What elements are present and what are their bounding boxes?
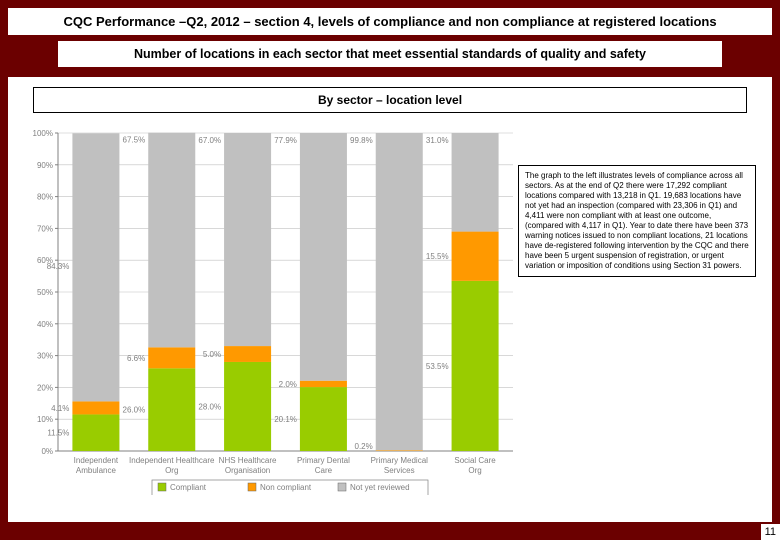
description-text: The graph to the left illustrates levels… (525, 171, 749, 270)
pct-label: 15.5% (426, 252, 449, 261)
legend-label: Compliant (170, 483, 207, 492)
svg-text:50%: 50% (37, 288, 53, 297)
pct-label: 99.8% (350, 136, 373, 145)
pct-label: 31.0% (426, 136, 449, 145)
category-label: Org (468, 466, 481, 475)
pct-label: 28.0% (198, 402, 221, 411)
category-label: Primary Medical (371, 456, 429, 465)
bar-compliant (452, 281, 499, 451)
category-label: Services (384, 466, 415, 475)
bar-noncompliant (376, 450, 423, 451)
pct-label: 26.0% (123, 406, 146, 415)
bar-notreviewed (376, 133, 423, 450)
legend-label: Non compliant (260, 483, 312, 492)
pct-label: 20.1% (274, 415, 297, 424)
svg-text:30%: 30% (37, 352, 53, 361)
description-box: The graph to the left illustrates levels… (518, 165, 756, 277)
chart-wrap: 0%10%20%30%40%50%60%70%80%90%100%84.3%4.… (18, 125, 762, 495)
slide: CQC Performance –Q2, 2012 – section 4, l… (0, 0, 780, 540)
bar-compliant (300, 387, 347, 451)
category-label: Care (315, 466, 333, 475)
page-title: CQC Performance –Q2, 2012 – section 4, l… (63, 14, 716, 29)
svg-text:10%: 10% (37, 415, 53, 424)
bar-chart: 0%10%20%30%40%50%60%70%80%90%100%84.3%4.… (18, 125, 523, 495)
category-label: Primary Dental (297, 456, 350, 465)
bar-noncompliant (148, 347, 195, 368)
page-subtitle: Number of locations in each sector that … (134, 47, 646, 61)
pct-label: 6.6% (127, 354, 145, 363)
category-label: Independent Healthcare (129, 456, 215, 465)
pct-label: 11.5% (47, 429, 69, 438)
svg-text:100%: 100% (33, 129, 53, 138)
bar-compliant (72, 414, 119, 451)
bar-notreviewed (72, 133, 119, 401)
category-label: Organisation (225, 466, 270, 475)
bar-noncompliant (300, 381, 347, 387)
bar-notreviewed (224, 133, 271, 346)
bar-notreviewed (148, 133, 195, 348)
category-label: Independent (74, 456, 119, 465)
pct-label: 67.5% (123, 136, 146, 145)
section-label: By sector – location level (318, 93, 462, 107)
category-label: NHS Healthcare (219, 456, 277, 465)
legend-label: Not yet reviewed (350, 483, 410, 492)
svg-text:80%: 80% (37, 193, 53, 202)
legend-swatch (248, 483, 256, 491)
page-number-text: 11 (765, 526, 776, 538)
bar-noncompliant (72, 401, 119, 414)
svg-text:90%: 90% (37, 161, 53, 170)
bar-noncompliant (452, 232, 499, 281)
category-label: Org (165, 466, 178, 475)
bar-compliant (224, 362, 271, 451)
subtitle-box: Number of locations in each sector that … (58, 41, 722, 67)
page-number: 11 (761, 524, 780, 540)
svg-text:40%: 40% (37, 320, 53, 329)
pct-label: 5.0% (203, 350, 221, 359)
pct-label: 53.5% (426, 362, 449, 371)
main-panel: By sector – location level 0% 10% 20% 30% 40… (8, 77, 772, 522)
category-label: Social Care (454, 456, 496, 465)
pct-label: 2.0% (279, 380, 297, 389)
bar-noncompliant (224, 346, 271, 362)
title-box: CQC Performance –Q2, 2012 – section 4, l… (8, 8, 772, 35)
pct-label: 0.2% (355, 442, 373, 451)
legend-swatch (158, 483, 166, 491)
legend-swatch (338, 483, 346, 491)
pct-label: 67.0% (198, 136, 221, 145)
bar-notreviewed (300, 133, 347, 381)
pct-label: 84.3% (47, 262, 70, 271)
section-label-box: By sector – location level (33, 87, 747, 113)
svg-text:0%: 0% (41, 447, 53, 456)
svg-text:20%: 20% (37, 383, 53, 392)
category-label: Ambulance (76, 466, 117, 475)
pct-label: 4.1% (51, 404, 69, 413)
bar-compliant (148, 368, 195, 451)
pct-label: 77.9% (274, 136, 297, 145)
bar-notreviewed (452, 133, 499, 232)
svg-text:70%: 70% (37, 224, 53, 233)
